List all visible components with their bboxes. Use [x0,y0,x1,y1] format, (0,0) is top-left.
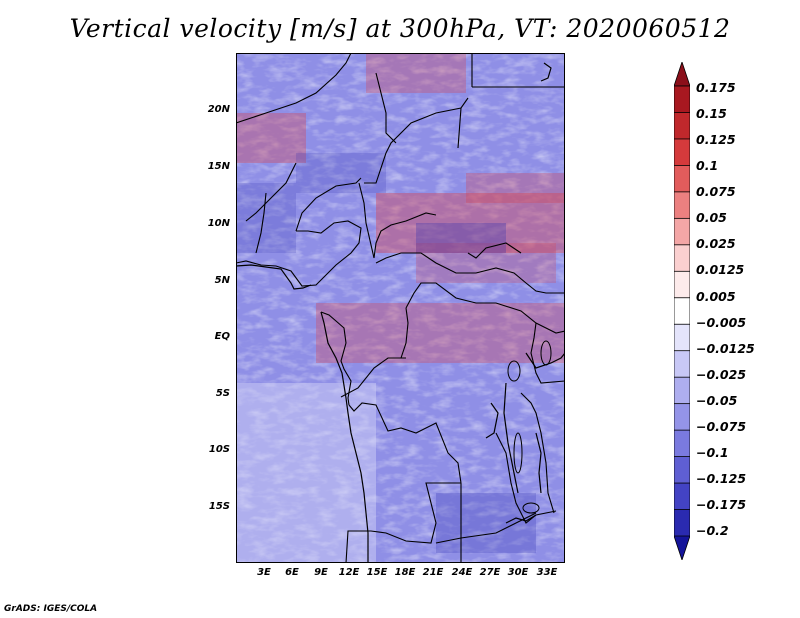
colorbar-label: −0.025 [696,367,747,382]
map-frame [236,53,565,563]
lat-tick-label: 5N [214,275,230,286]
colorbar-swatch [674,297,690,326]
lon-tick-label: 15E [366,567,388,578]
colorbar-swatch [674,509,690,537]
colorbar-swatch [674,535,690,560]
colorbar-swatch [674,270,690,299]
lon-tick-label: 12E [338,567,360,578]
colorbar-swatch [674,323,690,352]
colorbar-label: 0.1 [696,158,719,173]
lon-tick-label: 6E [285,567,299,578]
colorbar-swatch [674,85,690,114]
colorbar-swatch [674,165,690,193]
colorbar-label: −0.1 [696,445,729,460]
colorbar-label: 0.0125 [696,262,745,277]
colorbar-swatch [674,456,690,484]
lakes [507,340,552,514]
lon-tick-label: 24E [451,567,473,578]
lon-tick-label: 9E [314,567,328,578]
lat-tick-label: EQ [214,331,230,342]
colorbar-label: 0.025 [696,236,736,251]
colorbar-label: −0.0125 [696,341,755,356]
negative-bands [236,153,536,553]
colorbar-label: −0.2 [696,523,729,538]
map-svg [236,53,565,563]
lat-tick-label: 15N [207,161,230,172]
lat-tick-label: 20N [207,104,230,115]
colorbar-swatch [674,403,690,432]
colorbar-label: 0.125 [696,132,736,147]
colorbar-swatch [674,112,690,140]
colorbar-label: 0.075 [696,184,736,199]
lat-tick-label: 15S [208,501,230,512]
colorbar-swatch [674,62,690,87]
positive-bands [236,53,565,363]
colorbar-label: 0.15 [696,106,727,121]
lon-tick-label: 21E [422,567,444,578]
colorbar-label: 0.005 [696,289,736,304]
colorbar-label: −0.005 [696,315,747,330]
colorbar-swatch [674,244,690,273]
colorbar [674,62,690,560]
colorbar-swatch [674,217,690,246]
footer-credit: GrADS: IGES/COLA [4,604,98,614]
colorbar-label: −0.05 [696,393,738,408]
colorbar-swatch [674,138,690,167]
map-panel [236,53,565,563]
colorbar-swatch [674,482,690,511]
colorbar-label: −0.125 [696,471,747,486]
colorbar-label: −0.075 [696,419,747,434]
field-southwest-light [236,383,376,563]
colorbar-swatch [674,429,690,458]
lon-tick-label: 3E [257,567,271,578]
colorbar-label: 0.175 [696,80,736,95]
chart-title: Vertical velocity [m/s] at 300hPa, VT: 2… [69,14,731,43]
colorbar-swatch [674,376,690,405]
colorbar-swatch [674,350,690,379]
colorbar-label: 0.05 [696,210,727,225]
lat-tick-label: 10S [208,444,230,455]
colorbar-label: −0.175 [696,497,747,512]
lat-tick-label: 5S [215,388,230,399]
lon-tick-label: 18E [394,567,416,578]
lon-tick-label: 33E [536,567,558,578]
lon-tick-label: 30E [507,567,529,578]
colorbar-swatch [674,191,690,220]
coastlines [236,62,565,563]
lon-tick-label: 27E [479,567,501,578]
lat-tick-label: 10N [207,218,230,229]
